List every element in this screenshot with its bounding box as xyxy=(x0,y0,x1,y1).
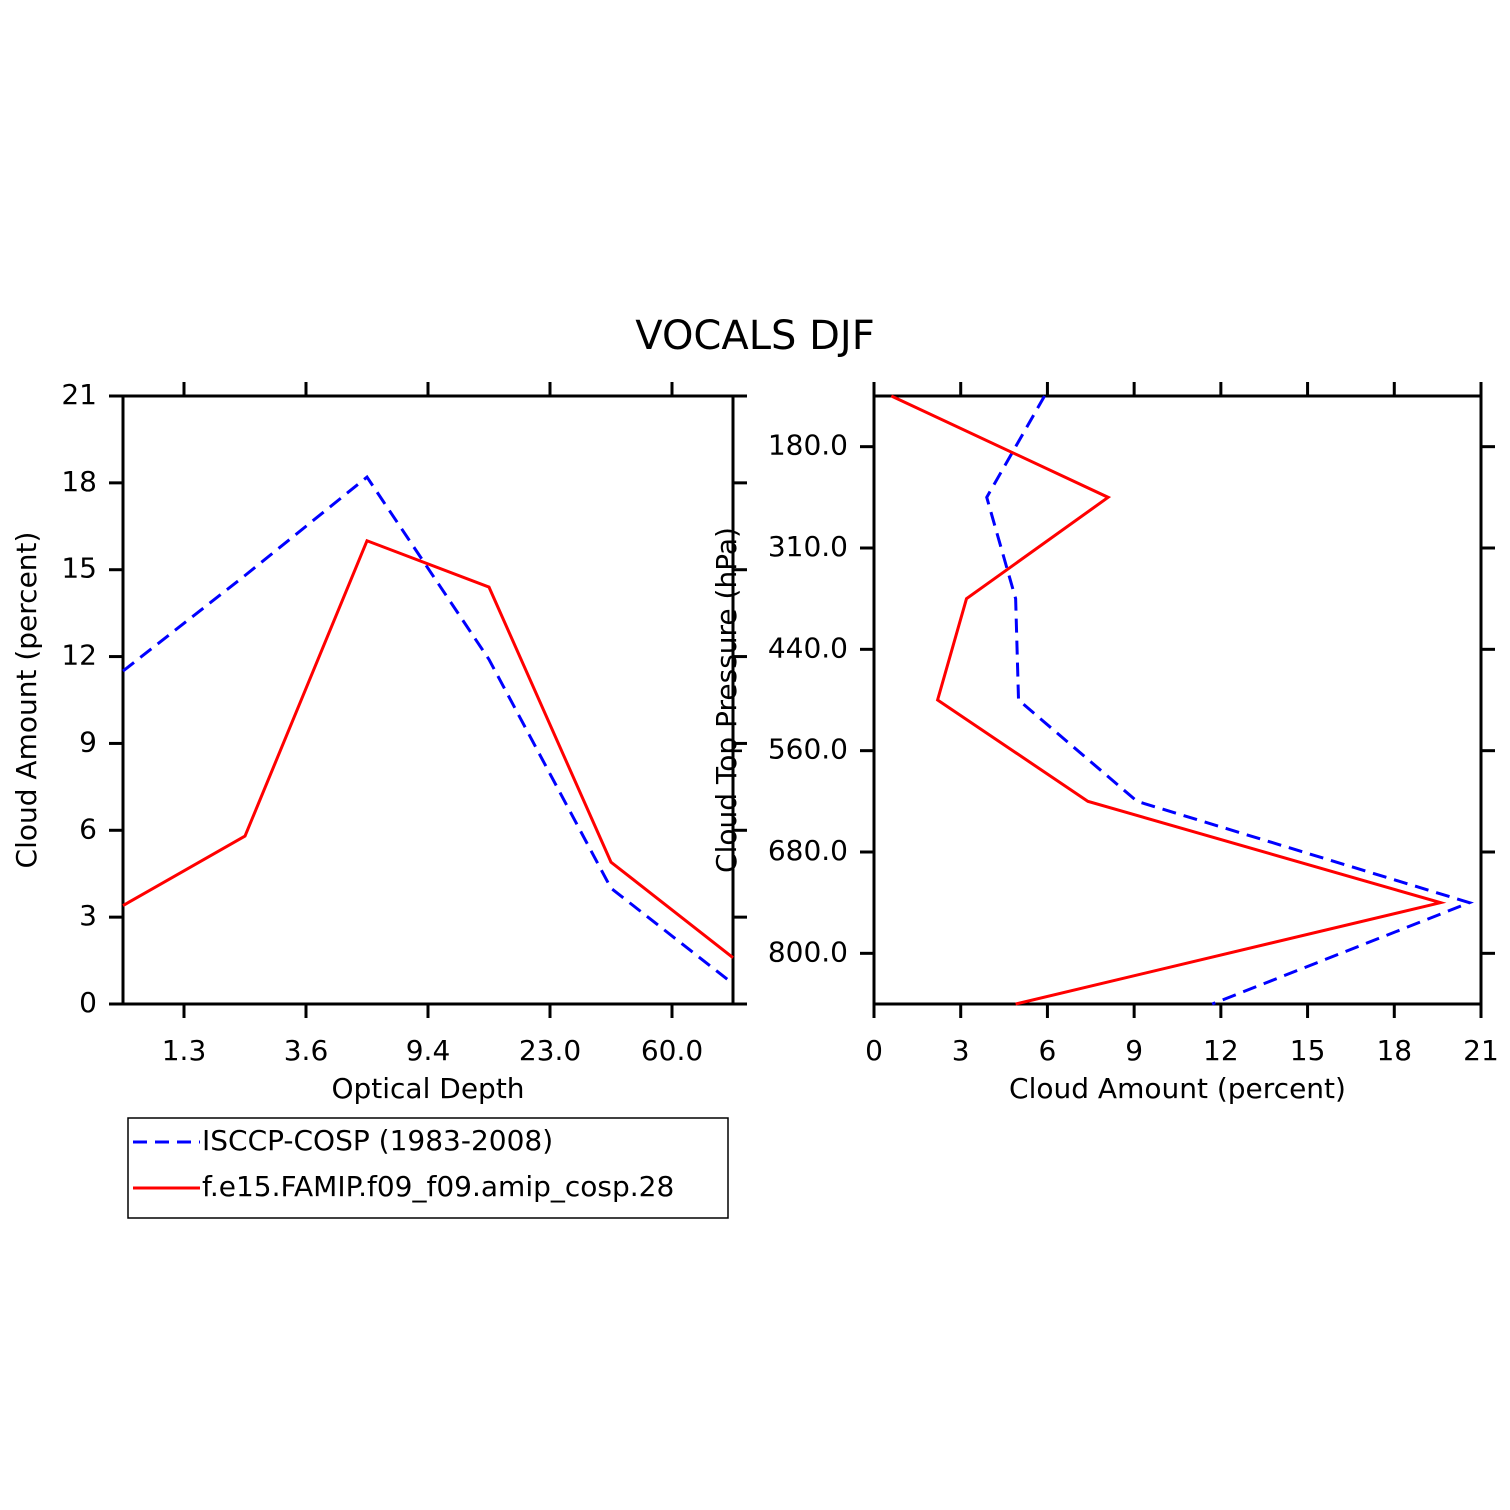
x-axis-label: Optical Depth xyxy=(331,1072,524,1105)
y-tick-label: 680.0 xyxy=(768,834,848,867)
y-tick-label: 440.0 xyxy=(768,631,848,664)
x-tick-label: 23.0 xyxy=(519,1034,581,1067)
x-tick-label: 1.3 xyxy=(162,1034,207,1067)
y-tick-label: 0 xyxy=(79,986,97,1019)
y-tick-label: 21 xyxy=(61,378,97,411)
y-tick-label: 800.0 xyxy=(768,935,848,968)
x-tick-label: 12 xyxy=(1203,1034,1239,1067)
series-line xyxy=(890,394,1447,1006)
x-tick-label: 9 xyxy=(1125,1034,1143,1067)
y-tick-label: 15 xyxy=(61,552,97,585)
x-tick-label: 6 xyxy=(1039,1034,1057,1067)
x-tick-label: 15 xyxy=(1290,1034,1326,1067)
plot-frame xyxy=(872,394,1483,1006)
title: VOCALS DJF xyxy=(635,313,874,359)
y-tick-label: 180.0 xyxy=(768,429,848,462)
series-line xyxy=(122,474,734,985)
y-axis-label: Cloud Top Pressure (hPa) xyxy=(710,527,743,873)
y-tick-label: 310.0 xyxy=(768,530,848,563)
legend-label: f.e15.FAMIP.f09_f09.amip_cosp.28 xyxy=(202,1170,674,1203)
x-tick-label: 3 xyxy=(952,1034,970,1067)
x-tick-label: 18 xyxy=(1376,1034,1412,1067)
legend-box xyxy=(127,1117,729,1219)
x-tick-label: 60.0 xyxy=(641,1034,703,1067)
y-tick-label: 560.0 xyxy=(768,733,848,766)
y-tick-label: 6 xyxy=(79,812,97,845)
x-tick-label: 3.6 xyxy=(284,1034,329,1067)
x-tick-label: 21 xyxy=(1463,1034,1499,1067)
x-tick-label: 9.4 xyxy=(406,1034,451,1067)
x-axis-label: Cloud Amount (percent) xyxy=(1009,1072,1346,1105)
legend-label: ISCCP-COSP (1983-2008) xyxy=(202,1124,553,1157)
y-tick-label: 9 xyxy=(79,725,97,758)
series-line xyxy=(985,395,1474,1006)
x-tick-label: 0 xyxy=(865,1034,883,1067)
y-tick-label: 3 xyxy=(79,899,97,932)
y-tick-label: 12 xyxy=(61,639,97,672)
series-line xyxy=(122,538,734,959)
y-axis-label: Cloud Amount (percent) xyxy=(10,532,43,869)
y-tick-label: 18 xyxy=(61,465,97,498)
